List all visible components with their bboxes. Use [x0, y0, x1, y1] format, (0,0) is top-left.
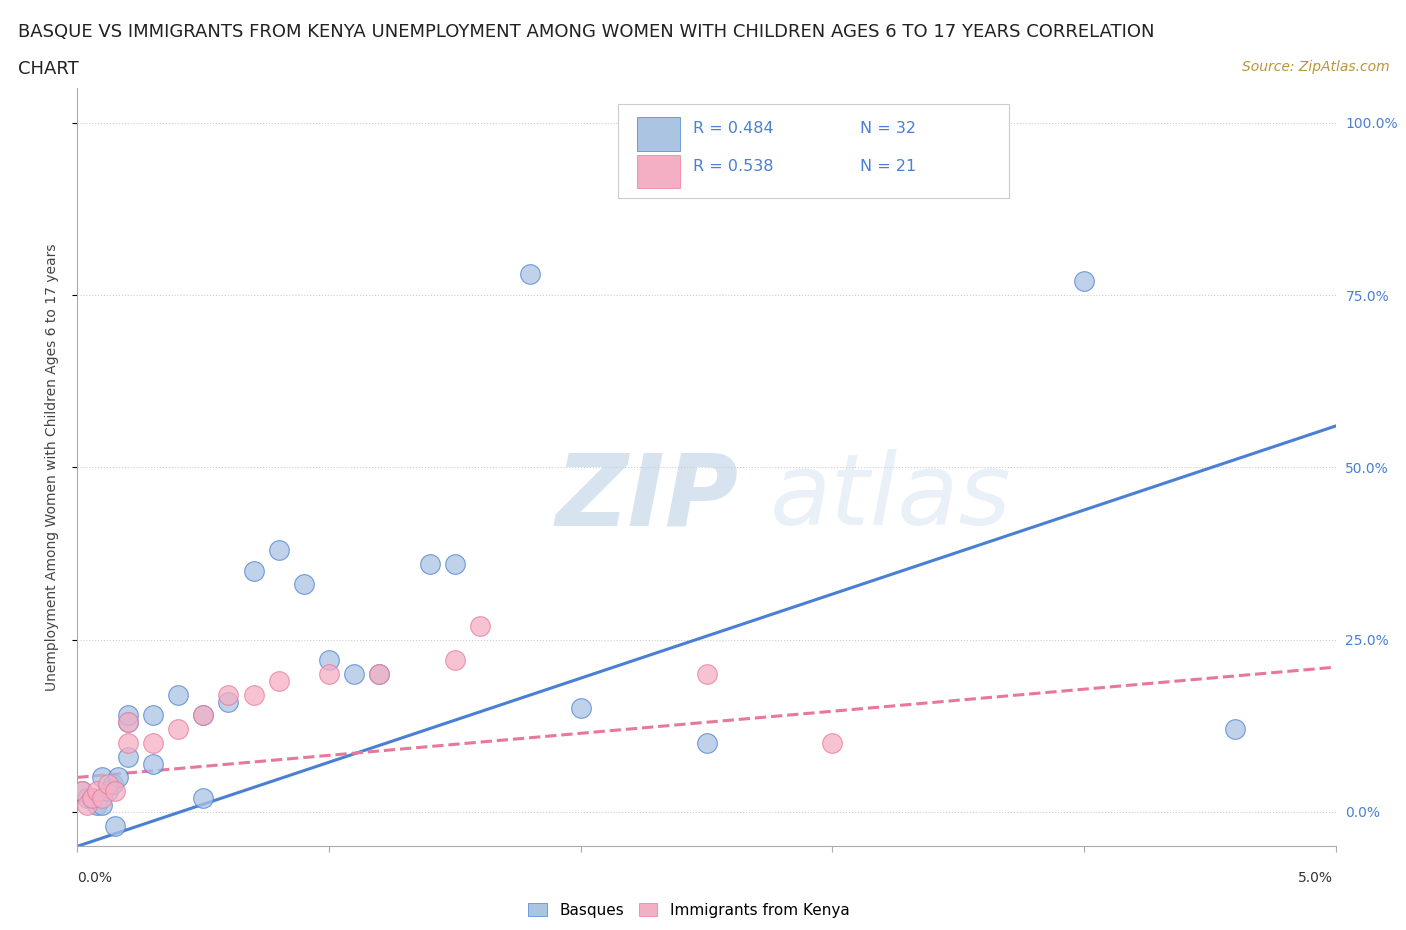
Point — [217, 687, 239, 702]
Point — [696, 667, 718, 682]
Point — [117, 736, 139, 751]
Point — [167, 687, 190, 702]
Point — [217, 694, 239, 709]
Point — [117, 715, 139, 730]
Point — [318, 667, 340, 682]
Point — [1073, 273, 1095, 288]
Point — [104, 818, 127, 833]
FancyBboxPatch shape — [637, 155, 681, 189]
Point — [72, 784, 94, 799]
Point — [91, 798, 114, 813]
Point — [191, 708, 215, 723]
Point — [142, 736, 165, 751]
Text: ZIP: ZIP — [555, 449, 738, 546]
Point — [117, 708, 139, 723]
Point — [72, 784, 94, 799]
Point — [368, 667, 391, 682]
Point — [101, 777, 124, 791]
Text: Source: ZipAtlas.com: Source: ZipAtlas.com — [1241, 60, 1389, 74]
Text: N = 32: N = 32 — [860, 121, 917, 136]
Text: R = 0.484: R = 0.484 — [693, 121, 773, 136]
Text: BASQUE VS IMMIGRANTS FROM KENYA UNEMPLOYMENT AMONG WOMEN WITH CHILDREN AGES 6 TO: BASQUE VS IMMIGRANTS FROM KENYA UNEMPLOY… — [18, 23, 1154, 41]
Point — [318, 653, 340, 668]
Point — [117, 715, 139, 730]
Point — [96, 784, 118, 799]
Point — [82, 790, 104, 805]
Point — [76, 790, 98, 805]
Point — [242, 687, 264, 702]
Point — [468, 618, 491, 633]
Point — [167, 722, 190, 737]
Point — [267, 542, 290, 557]
Point — [821, 736, 844, 751]
Point — [86, 784, 108, 799]
Text: 0.0%: 0.0% — [77, 870, 112, 884]
Point — [444, 653, 467, 668]
Point — [91, 790, 114, 805]
Point — [519, 267, 541, 282]
Point — [142, 756, 165, 771]
Point — [82, 790, 104, 805]
Text: CHART: CHART — [18, 60, 79, 78]
Point — [343, 667, 366, 682]
Point — [76, 798, 98, 813]
Text: 5.0%: 5.0% — [1298, 870, 1333, 884]
Y-axis label: Unemployment Among Women with Children Ages 6 to 17 years: Unemployment Among Women with Children A… — [45, 244, 59, 691]
Point — [696, 736, 718, 751]
Point — [444, 556, 467, 571]
Point — [86, 798, 108, 813]
Point — [292, 577, 315, 591]
Point — [142, 708, 165, 723]
Point — [117, 750, 139, 764]
Text: atlas: atlas — [769, 449, 1011, 546]
FancyBboxPatch shape — [637, 117, 681, 151]
Text: N = 21: N = 21 — [860, 159, 917, 174]
Point — [569, 701, 592, 716]
FancyBboxPatch shape — [619, 103, 1008, 198]
Point — [267, 673, 290, 688]
Point — [242, 564, 264, 578]
Point — [96, 777, 118, 791]
Point — [191, 708, 215, 723]
Point — [191, 790, 215, 805]
Point — [1223, 722, 1246, 737]
Legend: Basques, Immigrants from Kenya: Basques, Immigrants from Kenya — [529, 903, 849, 918]
Point — [419, 556, 441, 571]
Point — [104, 784, 127, 799]
Point — [368, 667, 391, 682]
Point — [91, 770, 114, 785]
Text: R = 0.538: R = 0.538 — [693, 159, 773, 174]
Point — [107, 770, 129, 785]
